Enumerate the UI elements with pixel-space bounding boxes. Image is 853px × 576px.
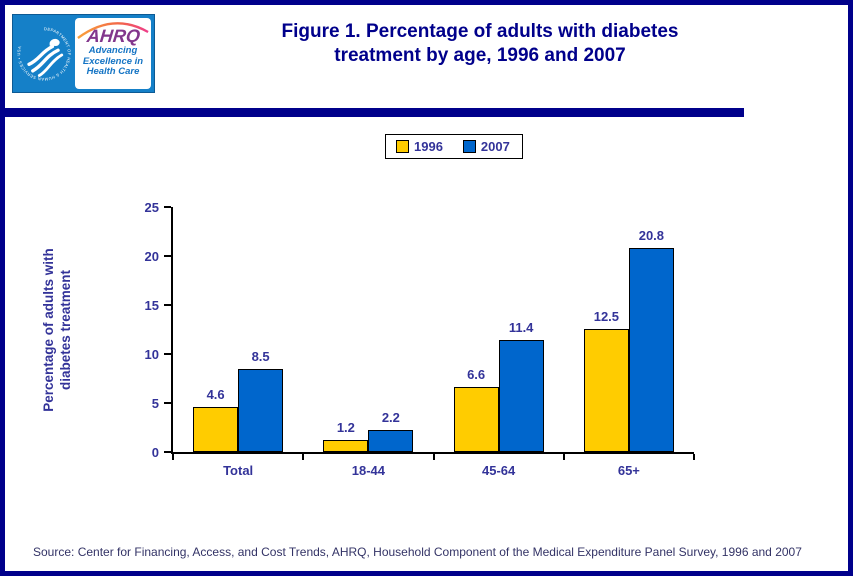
bar-value-label: 11.4 — [508, 320, 534, 335]
y-tick — [164, 353, 171, 355]
figure-title: Figure 1. Percentage of adults with diab… — [230, 20, 730, 68]
x-tick — [302, 454, 305, 460]
x-axis-line — [171, 452, 694, 454]
hhs-seal: DEPARTMENT OF HEALTH & HUMAN SERVICES • … — [13, 15, 75, 92]
y-axis-line — [171, 207, 173, 452]
y-tick — [164, 304, 171, 306]
bar-2007-4564 — [498, 340, 544, 452]
x-category-label: 45-64 — [482, 463, 516, 478]
ahrq-wordmark: AHRQ — [85, 26, 141, 46]
x-tick — [172, 454, 174, 460]
y-axis-title: Percentage of adults with diabetes treat… — [41, 248, 73, 412]
bar-value-label: 6.6 — [467, 367, 486, 382]
header-divider-bar — [0, 108, 744, 117]
y-tick-label: 0 — [151, 445, 159, 460]
y-tick-label: 15 — [144, 298, 159, 313]
bar-value-label: 4.6 — [206, 387, 225, 402]
y-tick-label: 10 — [144, 347, 159, 362]
y-tick-label: 25 — [144, 200, 159, 215]
bar-value-label: 1.2 — [336, 420, 355, 435]
legend-label-1996: 1996 — [414, 139, 443, 154]
legend-label-2007: 2007 — [480, 139, 510, 154]
bar-1996-4564 — [453, 387, 499, 452]
y-tick — [164, 206, 171, 208]
y-tick — [164, 255, 171, 257]
y-tick-label: 5 — [151, 396, 159, 411]
legend-swatch-1996 — [396, 140, 409, 153]
legend-item-2007: 2007 — [462, 139, 510, 154]
legend: 1996 2007 — [385, 134, 523, 159]
ahrq-hhs-logo: DEPARTMENT OF HEALTH & HUMAN SERVICES • … — [12, 14, 155, 93]
bar-value-label: 2.2 — [381, 410, 400, 425]
x-category-label: Total — [223, 463, 254, 478]
hhs-eagle-icon: DEPARTMENT OF HEALTH & HUMAN SERVICES • … — [16, 26, 71, 82]
figure-title-line2: treatment by age, 1996 and 2007 — [334, 45, 626, 66]
bar-1996-total — [193, 407, 239, 452]
bar-value-label: 20.8 — [638, 228, 665, 243]
bar-1996-1844 — [323, 440, 369, 452]
bar-2007-65 — [628, 248, 674, 452]
figure-title-line1: Figure 1. Percentage of adults with diab… — [281, 21, 679, 42]
legend-swatch-2007 — [462, 140, 476, 153]
legend-item-1996: 1996 — [396, 139, 443, 154]
x-tick — [562, 454, 565, 460]
bar-2007-total — [238, 369, 284, 452]
x-category-label: 65+ — [617, 463, 640, 478]
bar-value-label: 12.5 — [593, 309, 620, 324]
y-tick — [164, 451, 171, 453]
bar-value-label: 8.5 — [251, 349, 270, 364]
bar-1996-65 — [583, 329, 629, 452]
x-tick — [432, 454, 435, 460]
x-tick — [693, 454, 695, 460]
x-category-label: 18-44 — [351, 463, 385, 478]
ahrq-wordmark-panel: AHRQ Advancing Excellence in Health Care — [75, 18, 151, 89]
source-note: Source: Center for Financing, Access, an… — [33, 545, 802, 559]
bar-2007-1844 — [368, 430, 414, 452]
ahrq-tagline: Advancing Excellence in Health Care — [82, 45, 144, 77]
y-tick — [164, 402, 171, 404]
ahrq-arc-icon — [77, 22, 149, 39]
y-tick-label: 20 — [144, 249, 159, 264]
